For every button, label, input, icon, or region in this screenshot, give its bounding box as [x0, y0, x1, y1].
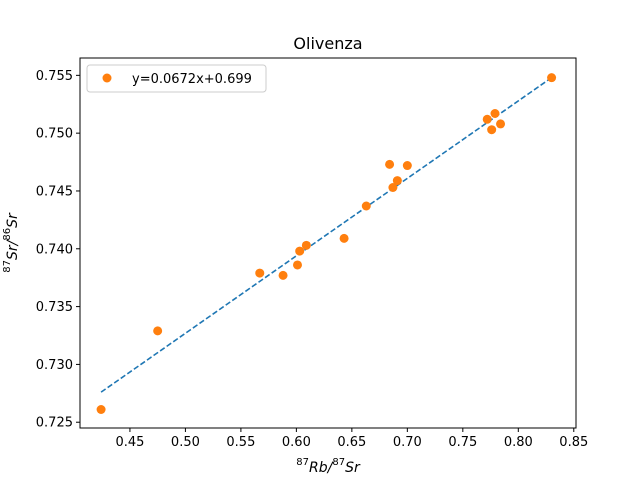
- data-point-6: [301, 240, 311, 250]
- y-tick-label: 0.725: [36, 416, 73, 431]
- data-point-17: [547, 73, 557, 83]
- y-tick-label: 0.745: [36, 184, 73, 199]
- chart-title: Olivenza: [293, 34, 362, 53]
- data-point-5: [295, 246, 305, 256]
- data-point-9: [385, 159, 395, 169]
- y-tick-label: 0.755: [36, 69, 73, 84]
- x-tick-label: 0.80: [504, 435, 533, 450]
- legend-box: [86, 64, 267, 93]
- y-axis: 0.725 0.730 0.735 0.740 0.745 0.750 0.755: [36, 69, 80, 431]
- fit-line: [100, 77, 553, 393]
- data-point-8: [361, 201, 371, 211]
- data-point-2: [255, 268, 265, 278]
- y-label-main2: Sr: [5, 212, 21, 228]
- y-axis-label: 87Sr/86Sr: [2, 212, 21, 273]
- y-tick-label: 0.730: [36, 358, 73, 373]
- data-point-4: [292, 260, 302, 270]
- y-label-main1: Sr/: [5, 239, 21, 260]
- data-point-11: [392, 176, 402, 186]
- x-axis-label: 87Rb/87Sr: [296, 457, 361, 476]
- y-tick-label: 0.740: [36, 242, 73, 257]
- x-tick-label: 0.85: [559, 435, 588, 450]
- x-tick-label: 0.60: [282, 435, 311, 450]
- x-tick-label: 0.50: [171, 435, 200, 450]
- x-axis: 0.45 0.50 0.55 0.60 0.65 0.70 0.75 0.80 0.85: [115, 428, 588, 450]
- y-tick-label: 0.735: [36, 300, 73, 315]
- legend: y=0.0672x+0.699: [86, 64, 267, 93]
- data-point-3: [278, 270, 288, 280]
- data-point-0: [96, 405, 106, 414]
- x-tick-label: 0.65: [337, 435, 366, 450]
- y-label-sup2: 86: [2, 228, 13, 241]
- data-point-13: [482, 114, 492, 124]
- data-point-14: [487, 125, 497, 135]
- axes-frame: [79, 57, 577, 429]
- x-tick-label: 0.45: [115, 435, 144, 450]
- data-point-1: [153, 326, 163, 336]
- data-point-16: [496, 119, 506, 129]
- x-tick-label: 0.75: [448, 435, 477, 450]
- y-label-sup1: 87: [2, 260, 13, 273]
- x-tick-label: 0.55: [226, 435, 255, 450]
- data-point-15: [490, 109, 500, 118]
- plot-area: [96, 73, 557, 414]
- data-point-10: [388, 183, 398, 192]
- x-label-sup1: 87: [296, 457, 309, 468]
- x-label-sup2: 87: [332, 457, 345, 468]
- x-label-main1: Rb/: [309, 460, 334, 476]
- data-point-7: [339, 233, 349, 243]
- legend-label: y=0.0672x+0.699: [132, 72, 252, 87]
- data-point-12: [402, 161, 412, 171]
- x-label-main2: Sr: [345, 460, 361, 476]
- y-tick-label: 0.750: [36, 127, 73, 142]
- x-tick-label: 0.70: [393, 435, 422, 450]
- legend-marker: [102, 73, 112, 83]
